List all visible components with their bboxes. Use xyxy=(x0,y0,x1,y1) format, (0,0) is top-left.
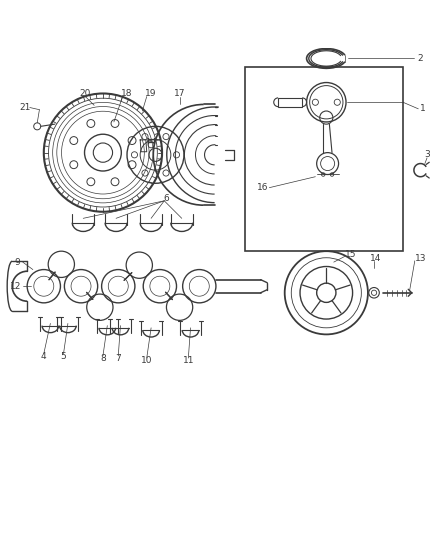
Text: 16: 16 xyxy=(257,183,268,192)
Bar xyxy=(245,67,403,251)
Text: 1: 1 xyxy=(420,104,426,114)
Bar xyxy=(278,98,302,107)
Text: 17: 17 xyxy=(174,89,185,98)
Text: 8: 8 xyxy=(100,354,106,363)
Text: 5: 5 xyxy=(60,352,67,361)
Text: 15: 15 xyxy=(345,250,356,259)
Text: 10: 10 xyxy=(141,356,152,365)
Text: 7: 7 xyxy=(115,354,121,363)
Text: 4: 4 xyxy=(41,352,46,361)
Text: 13: 13 xyxy=(415,254,426,263)
Text: 20: 20 xyxy=(80,89,91,98)
Text: 12: 12 xyxy=(10,282,21,290)
Text: 6: 6 xyxy=(163,194,170,203)
Text: 21: 21 xyxy=(20,103,31,112)
Text: 19: 19 xyxy=(145,89,157,98)
Text: 3: 3 xyxy=(424,150,430,159)
Text: 11: 11 xyxy=(183,356,194,365)
Text: 2: 2 xyxy=(418,54,423,63)
Text: 18: 18 xyxy=(121,89,133,98)
Text: 14: 14 xyxy=(370,254,381,263)
Text: 9: 9 xyxy=(14,257,21,266)
